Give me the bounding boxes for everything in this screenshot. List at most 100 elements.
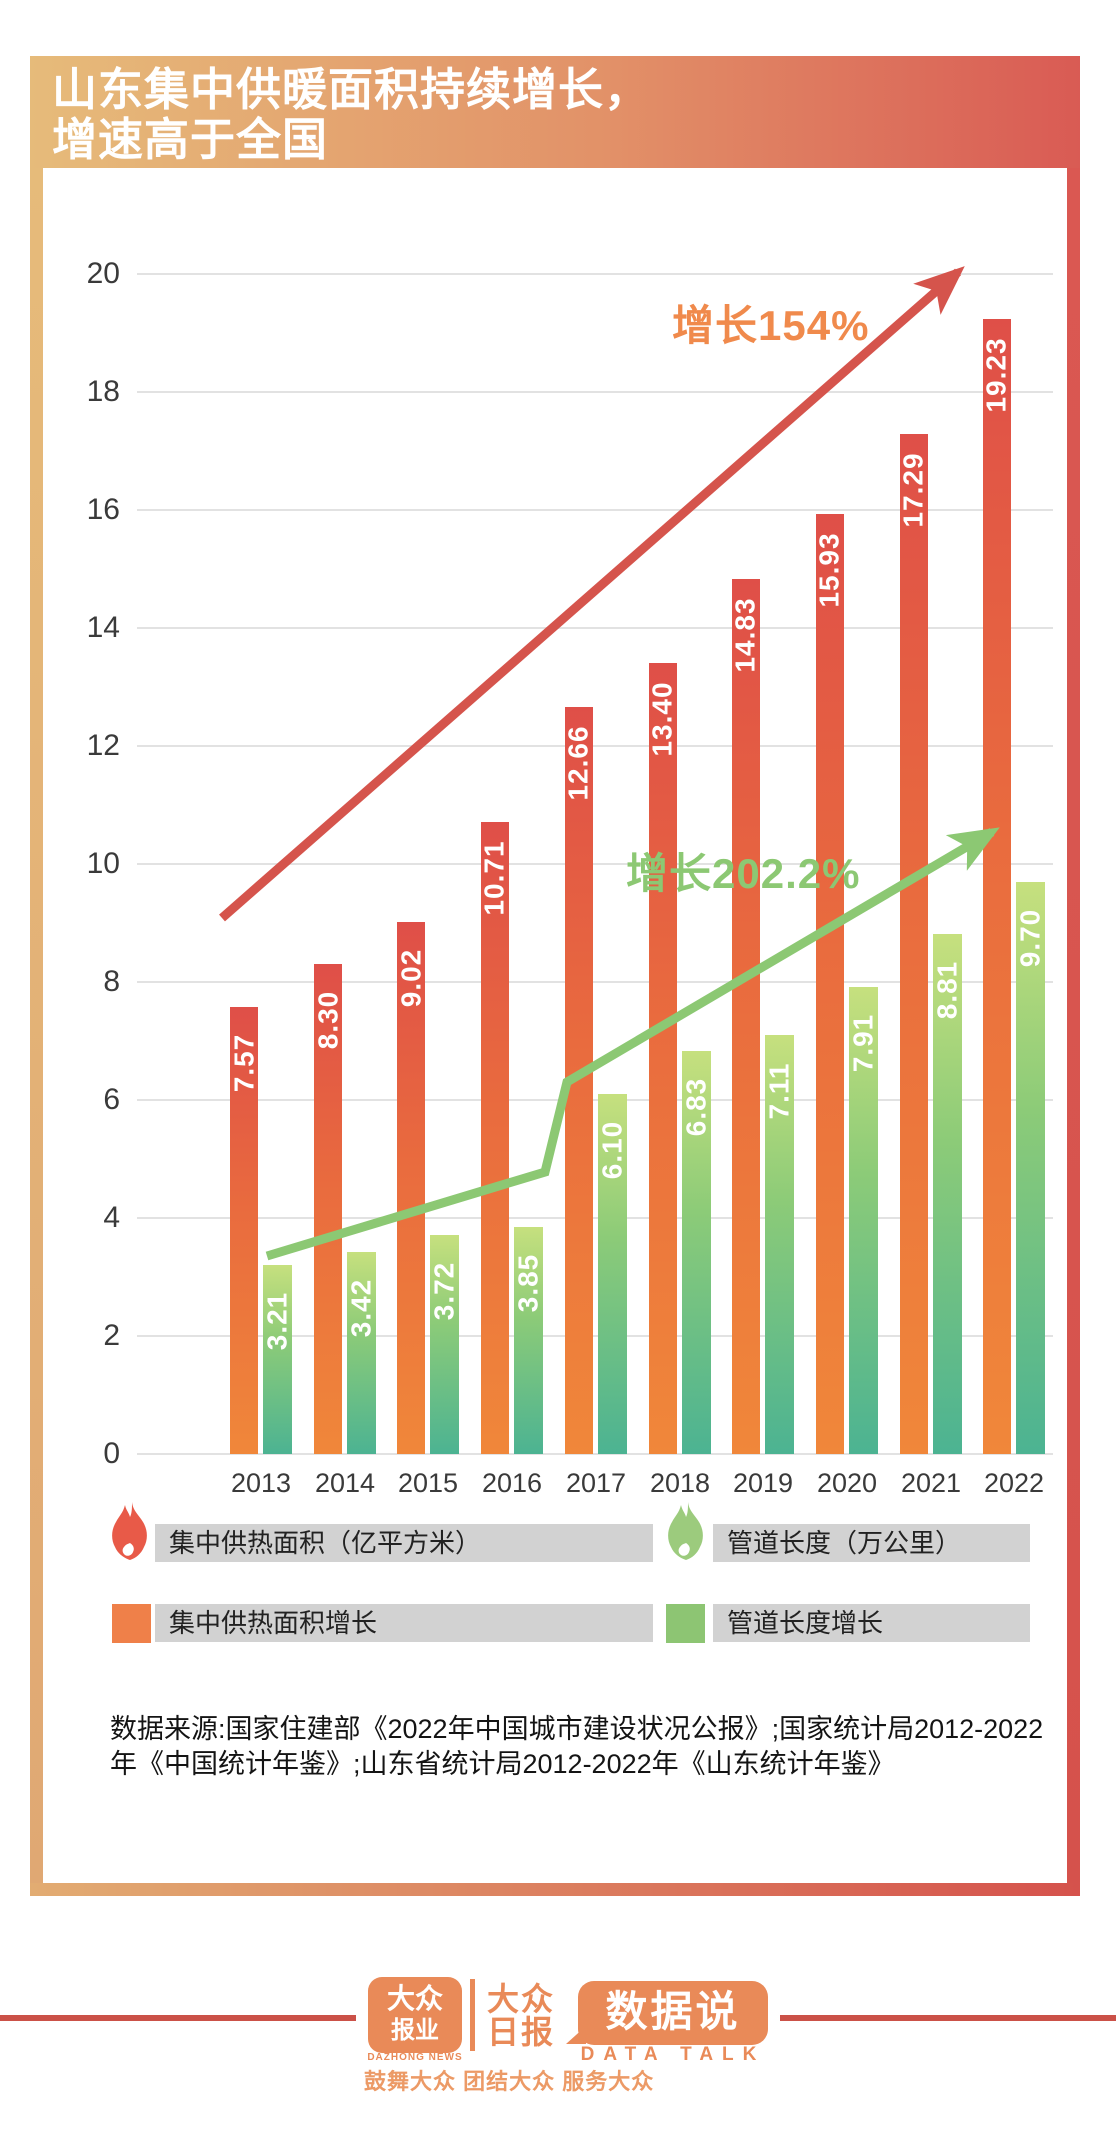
flame-icon xyxy=(112,1502,147,1560)
legend-heating-area-label: 集中供热面积（亿平方米） xyxy=(169,1528,482,1558)
bar-heating-area: 14.83 xyxy=(730,579,762,1454)
legend-pipeline-growth: 管道长度增长 xyxy=(713,1604,1030,1642)
y-axis-label: 4 xyxy=(103,1201,120,1234)
bar-pipeline-length: 6.10 xyxy=(596,1094,628,1454)
bar-value-label: 3.85 xyxy=(512,1253,544,1313)
bar-heating-area: 15.93 xyxy=(814,514,846,1454)
bar-value-label: 7.91 xyxy=(847,1013,879,1073)
pipeline-flame-icon xyxy=(668,1502,703,1560)
dazhong-daily-line1: 大众 xyxy=(487,1981,556,2017)
bar-value-label: 9.02 xyxy=(395,948,426,1008)
bar-heating-area: 19.23 xyxy=(981,319,1013,1454)
x-axis-label: 2015 xyxy=(397,1468,459,1498)
bar-value-label: 9.70 xyxy=(1014,908,1046,968)
frame-border-bottom xyxy=(30,1883,1080,1896)
bar-heating-area: 17.29 xyxy=(898,434,930,1454)
footer-logo-separator xyxy=(470,1979,475,2051)
bar-heating-area: 7.57 xyxy=(228,1007,259,1454)
bar-value-label: 10.71 xyxy=(479,840,511,916)
gridline xyxy=(137,1335,1053,1337)
bar-value-label: 15.93 xyxy=(814,532,846,608)
bar-heating-area: 10.71 xyxy=(479,822,511,1454)
bar-pipeline-length: 3.85 xyxy=(512,1227,544,1454)
bar-value-label: 7.11 xyxy=(763,1062,795,1120)
bar-heating-area: 8.30 xyxy=(312,964,343,1454)
legend-orange-swatch xyxy=(112,1604,151,1643)
y-axis-label: 10 xyxy=(86,847,120,880)
data-talk-caption: DATA TALK xyxy=(580,2044,766,2065)
bar-pipeline-length: 7.11 xyxy=(763,1035,795,1454)
x-axis-label: 2016 xyxy=(481,1468,543,1498)
x-axis-label: 2014 xyxy=(314,1468,376,1498)
dazhong-news-logo: 大众 报业 xyxy=(368,1977,462,2053)
legend-heating-growth: 集中供热面积增长 xyxy=(155,1604,653,1642)
legend-pipeline-length: 管道长度（万公里） xyxy=(713,1524,1030,1562)
legend-green-swatch xyxy=(666,1604,705,1643)
bar-pipeline-length: 3.72 xyxy=(428,1235,460,1454)
x-axis-label: 2019 xyxy=(732,1468,794,1498)
data-source-line2: 年《中国统计年鉴》;山东省统计局2012-2022年《山东统计年鉴》 xyxy=(110,1749,895,1779)
y-axis-label: 14 xyxy=(86,611,120,644)
y-axis-label: 12 xyxy=(86,729,120,762)
bar-value-label: 12.66 xyxy=(563,725,595,801)
heating-growth-label: 增长154% xyxy=(672,302,870,349)
y-axis-label: 8 xyxy=(103,965,120,998)
title-banner: 山东集中供暖面积持续增长， 增速高于全国 xyxy=(30,56,1080,168)
footer-divider-left xyxy=(0,2015,356,2021)
bar-value-label: 3.21 xyxy=(261,1291,293,1351)
frame-border-right xyxy=(1067,168,1080,1896)
bar-value-label: 7.57 xyxy=(228,1033,259,1093)
bar-pipeline-length: 3.42 xyxy=(345,1252,377,1454)
bar-value-label: 13.40 xyxy=(647,681,679,757)
bar-pipeline-length: 6.83 xyxy=(680,1051,712,1454)
dazhong-daily-line2: 日报 xyxy=(487,2014,556,2050)
bar-value-label: 19.23 xyxy=(981,337,1013,413)
frame-border-left xyxy=(30,168,43,1896)
page-title-line2: 增速高于全国 xyxy=(52,114,329,165)
footer-divider-right xyxy=(780,2015,1116,2021)
y-axis-label: 16 xyxy=(86,493,120,526)
bar-pipeline-length: 9.70 xyxy=(1014,882,1046,1454)
bar-pipeline-length: 8.81 xyxy=(931,934,963,1454)
data-talk-logo-tail xyxy=(566,2026,586,2044)
bar-value-label: 3.72 xyxy=(428,1261,460,1321)
pipeline-growth-label: 增长202.2% xyxy=(626,850,861,897)
page-title-line1: 山东集中供暖面积持续增长， xyxy=(52,64,651,115)
data-talk-logo: 数据说 xyxy=(578,1981,768,2045)
legend-heating-growth-label: 集中供热面积增长 xyxy=(169,1608,378,1638)
x-axis-label: 2013 xyxy=(230,1468,292,1498)
bar-value-label: 6.10 xyxy=(596,1120,628,1180)
dazhong-logo-line1: 大众 xyxy=(386,1983,443,2014)
bar-heating-area: 12.66 xyxy=(563,707,595,1454)
bar-pipeline-length: 3.21 xyxy=(261,1265,293,1454)
y-axis-label: 20 xyxy=(86,257,120,290)
bar-value-label: 17.29 xyxy=(898,452,930,528)
gridline xyxy=(137,1453,1053,1455)
y-axis-label: 18 xyxy=(86,375,120,408)
data-source-line1: 数据来源:国家住建部《2022年中国城市建设状况公报》;国家统计局2012-20… xyxy=(110,1714,1044,1744)
dazhong-news-caption: DAZHONG NEWS xyxy=(367,2052,463,2063)
data-source-note: 数据来源:国家住建部《2022年中国城市建设状况公报》;国家统计局2012-20… xyxy=(110,1712,1043,1782)
bar-value-label: 8.81 xyxy=(931,960,963,1020)
y-axis-label: 6 xyxy=(103,1083,120,1116)
y-axis-label: 0 xyxy=(103,1437,120,1470)
bar-value-label: 6.83 xyxy=(680,1077,712,1137)
x-axis-label: 2022 xyxy=(983,1468,1045,1498)
bar-value-label: 3.42 xyxy=(345,1278,377,1338)
bar-value-label: 8.30 xyxy=(312,990,343,1050)
dazhong-logo-line2: 报业 xyxy=(391,2017,439,2044)
bar-value-label: 14.83 xyxy=(730,597,762,673)
legend-heating-area: 集中供热面积（亿平方米） xyxy=(155,1524,653,1562)
x-axis-label: 2020 xyxy=(816,1468,878,1498)
footer-slogan: 鼓舞大众 团结大众 服务大众 xyxy=(364,2069,655,2094)
x-axis-label: 2018 xyxy=(649,1468,711,1498)
dazhong-daily-wordmark: 大众 日报 xyxy=(487,1983,555,2049)
y-axis-label: 2 xyxy=(103,1319,120,1352)
bar-heating-area: 13.40 xyxy=(647,663,679,1454)
bar-pipeline-length: 7.91 xyxy=(847,987,879,1454)
bar-heating-area: 9.02 xyxy=(395,922,426,1454)
x-axis-label: 2017 xyxy=(565,1468,627,1498)
legend-pipeline-length-label: 管道长度（万公里） xyxy=(727,1528,962,1558)
